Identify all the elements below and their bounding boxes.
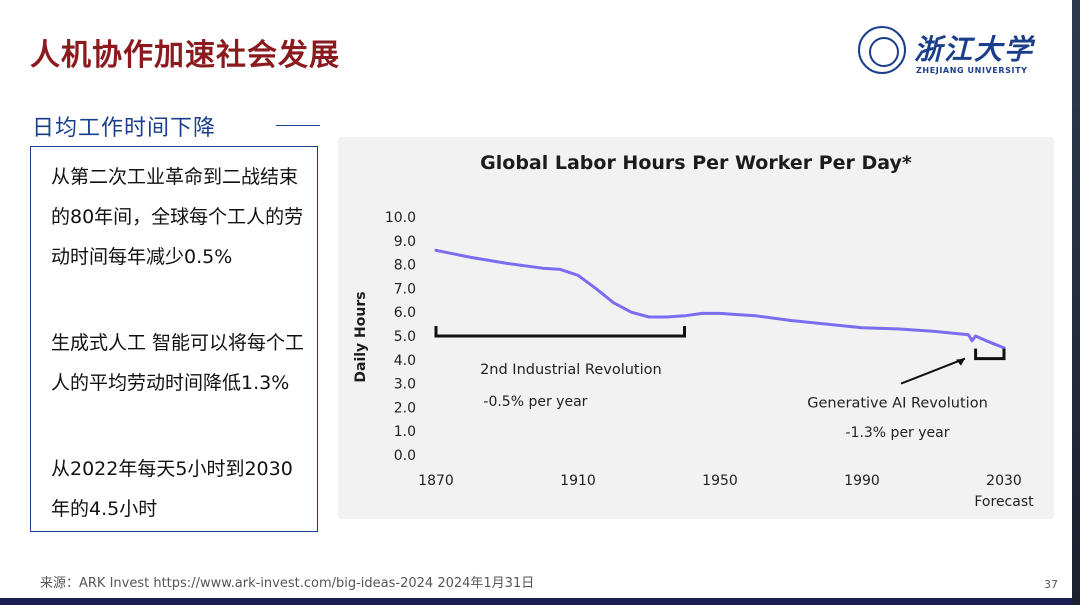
section-heading: 日均工作时间下降 xyxy=(32,116,217,141)
y-tick-label: 9.0 xyxy=(394,234,416,250)
right-edge-strip xyxy=(1072,0,1080,605)
summary-paragraph: 从第二次工业革命到二战结束的80年间，全球每个工人的劳动时间每年减少0.5% xyxy=(51,166,304,268)
source-note: 来源：ARK Invest https://www.ark-invest.com… xyxy=(40,576,535,591)
chart-title: Global Labor Hours Per Worker Per Day* xyxy=(480,152,912,174)
series-line xyxy=(434,248,1006,350)
annotation-label: Generative AI Revolution xyxy=(807,395,988,411)
y-tick-label: 0.0 xyxy=(394,448,416,464)
y-tick-label: 6.0 xyxy=(394,305,416,321)
university-logo: 浙江大学 ZHEJIANG UNIVERSITY xyxy=(858,26,1038,82)
y-tick-label: 1.0 xyxy=(394,424,416,440)
y-tick-label: 3.0 xyxy=(394,377,416,393)
y-tick-label: 10.0 xyxy=(385,210,416,226)
ai-revolution-bracket xyxy=(974,348,1006,361)
summary-paragraph: 从2022年每天5小时到2030年的4.5小时 xyxy=(51,458,293,520)
university-seal-icon xyxy=(858,26,906,74)
annotation-arrow xyxy=(900,357,966,385)
heading-divider xyxy=(276,125,320,126)
x-tick-sublabel: Forecast xyxy=(974,494,1034,510)
annotation-label: 2nd Industrial Revolution xyxy=(480,362,662,378)
x-tick-label: 1910 xyxy=(560,473,596,489)
industrial-revolution-bracket xyxy=(434,326,686,338)
logo-name-cn: 浙江大学 xyxy=(914,33,1035,66)
annotation-sublabel: -0.5% per year xyxy=(483,394,587,410)
y-tick-label: 5.0 xyxy=(394,329,416,345)
x-tick-label: 2030 xyxy=(986,473,1022,489)
bottom-bar xyxy=(0,598,1080,605)
y-axis-label: Daily Hours xyxy=(353,291,369,382)
page-number: 37 xyxy=(1044,578,1058,591)
y-tick-label: 7.0 xyxy=(394,281,416,297)
x-tick-label: 1990 xyxy=(844,473,880,489)
x-tick-label: 1950 xyxy=(702,473,738,489)
y-tick-label: 8.0 xyxy=(394,258,416,274)
summary-box: 从第二次工业革命到二战结束的80年间，全球每个工人的劳动时间每年减少0.5% 生… xyxy=(30,146,318,532)
labor-hours-chart: Global Labor Hours Per Worker Per Day* D… xyxy=(353,152,1034,510)
chart-panel: Global Labor Hours Per Worker Per Day* D… xyxy=(338,137,1054,519)
y-tick-label: 2.0 xyxy=(394,400,416,416)
y-tick-label: 4.0 xyxy=(394,353,416,369)
summary-paragraph: 生成式人工 智能可以将每个工人的平均劳动时间降低1.3% xyxy=(51,332,305,394)
slide-title: 人机协作加速社会发展 xyxy=(30,38,340,73)
annotation-sublabel: -1.3% per year xyxy=(845,425,949,441)
logo-name-en: ZHEJIANG UNIVERSITY xyxy=(916,66,1028,75)
x-tick-label: 1870 xyxy=(418,473,454,489)
annotation-arrow-head xyxy=(955,358,965,366)
